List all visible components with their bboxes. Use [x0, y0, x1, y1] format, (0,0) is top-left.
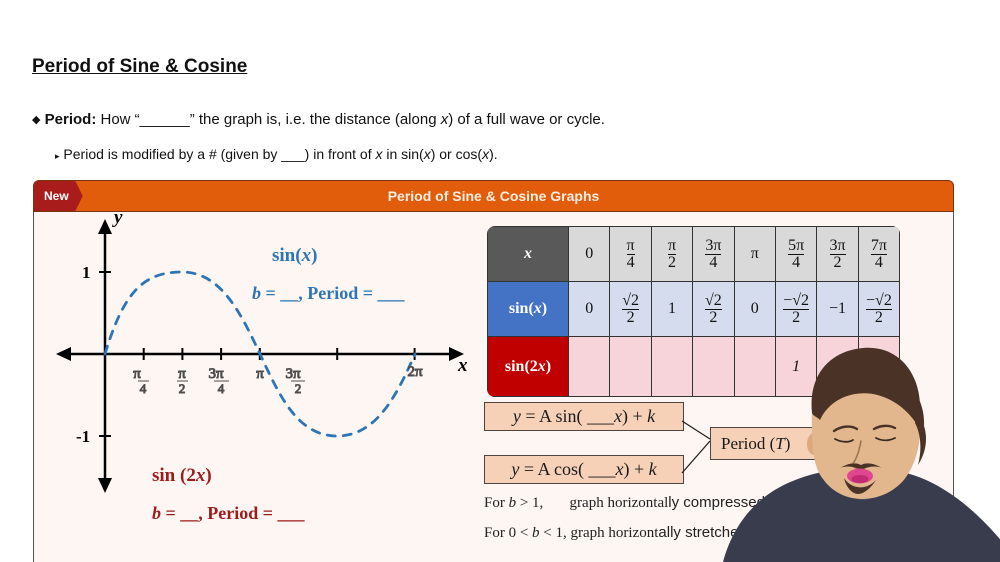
svg-text:4: 4: [218, 381, 225, 396]
svg-text:2π: 2π: [407, 364, 423, 380]
svg-text:y: y: [112, 207, 123, 228]
svg-text:2: 2: [295, 381, 302, 396]
svg-text:π: π: [256, 366, 264, 382]
svg-text:-1: -1: [76, 427, 90, 446]
svg-text:x: x: [457, 355, 468, 376]
svg-text:3π: 3π: [208, 366, 224, 382]
svg-text:2: 2: [179, 381, 186, 396]
svg-text:π: π: [178, 366, 186, 382]
svg-text:3π: 3π: [285, 366, 301, 382]
svg-text:1: 1: [82, 263, 91, 282]
svg-text:4: 4: [140, 381, 147, 396]
svg-text:π: π: [133, 366, 141, 382]
